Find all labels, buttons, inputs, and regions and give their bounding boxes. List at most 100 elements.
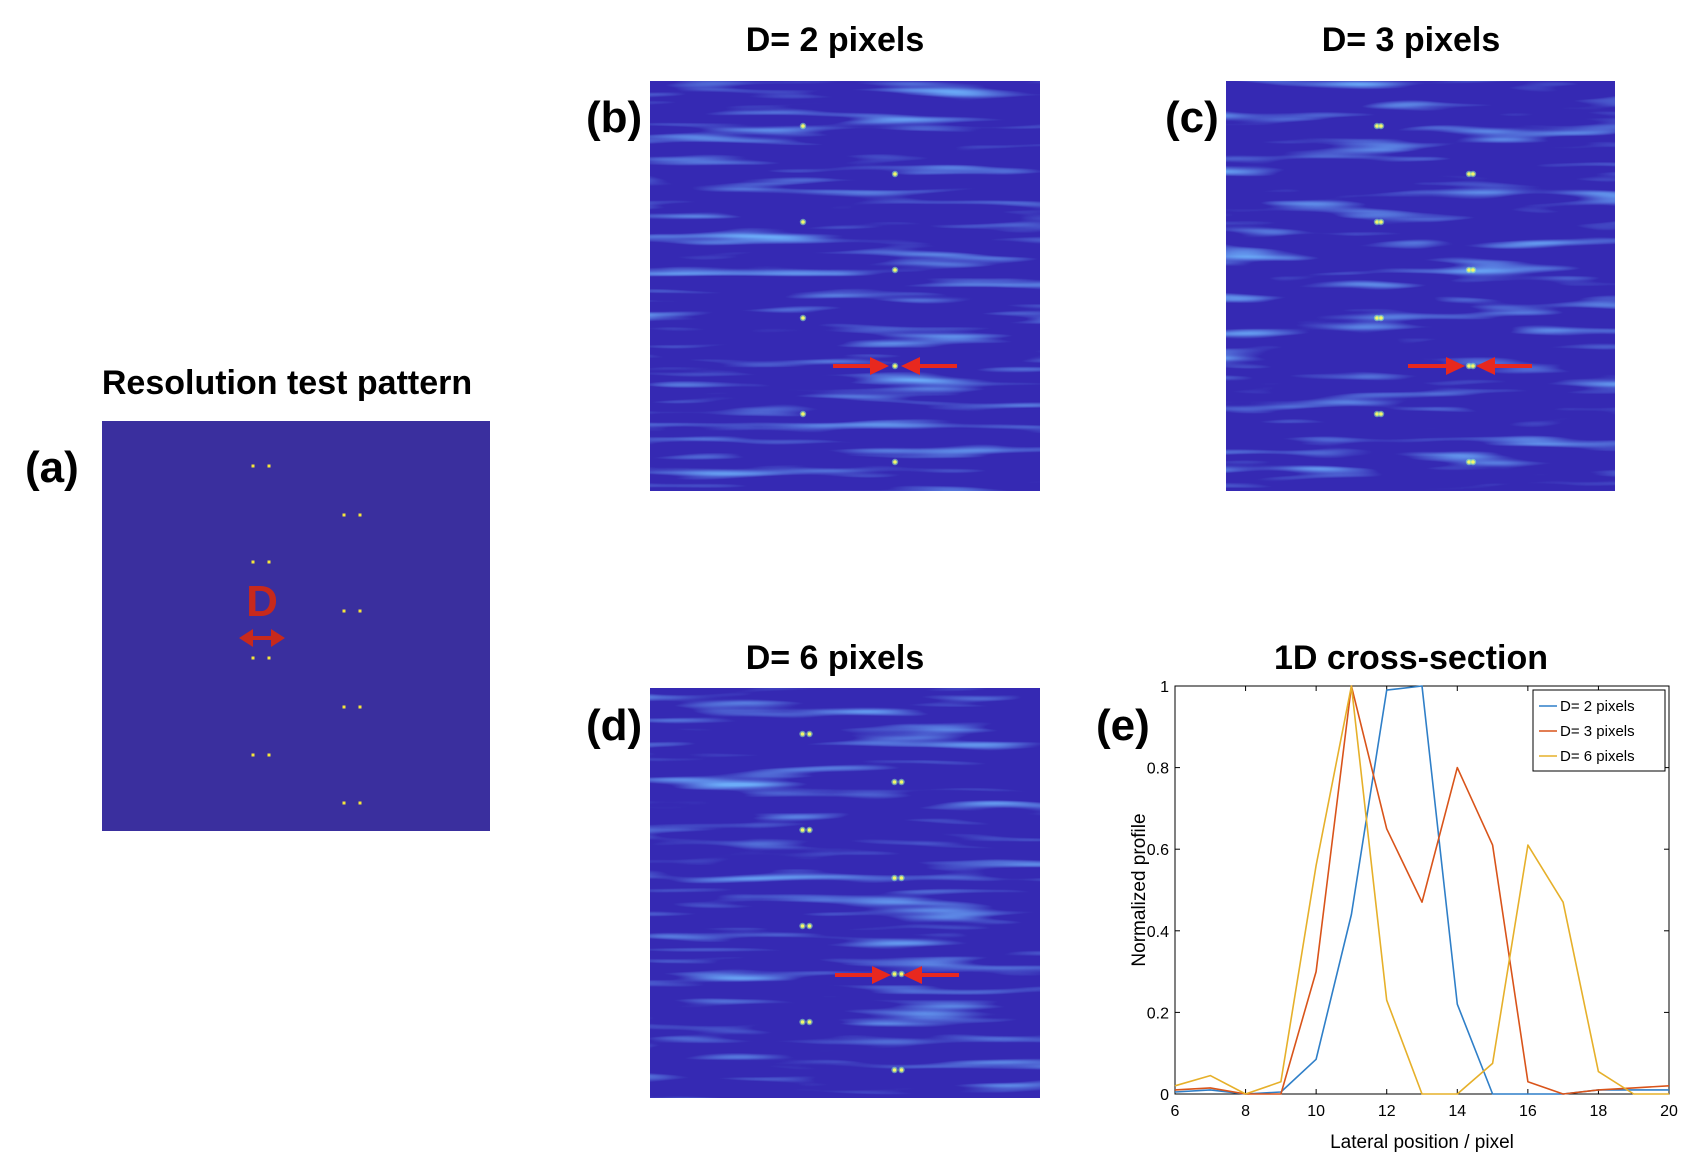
panel-b: D= 2 pixels (b) xyxy=(586,21,1040,491)
reconstructed-dots-b xyxy=(799,122,899,466)
y-tick-label: 0 xyxy=(1160,1087,1169,1104)
spot xyxy=(800,828,805,832)
reconstructed-dots-c xyxy=(1373,122,1477,466)
spot xyxy=(899,972,904,976)
spot xyxy=(892,780,897,784)
panel-e: 1D cross-section (e) 6 8 10 12 14 16 18 20 0 0.2 0… xyxy=(1096,639,1678,1153)
spot xyxy=(899,1068,904,1072)
spot xyxy=(801,124,805,128)
panel-c-label: (c) xyxy=(1165,93,1219,142)
spot xyxy=(893,460,897,464)
pattern-dot xyxy=(358,513,362,517)
panel-d-label: (d) xyxy=(586,701,642,750)
spot xyxy=(1375,220,1379,224)
pattern-dot xyxy=(267,560,271,564)
x-tick-label: 12 xyxy=(1378,1103,1396,1120)
spot xyxy=(1471,268,1475,272)
spot xyxy=(1379,124,1383,128)
spot xyxy=(1375,124,1379,128)
panel-c-title: D= 3 pixels xyxy=(1322,21,1501,59)
y-tick-label: 0.4 xyxy=(1147,924,1169,941)
spot xyxy=(1467,172,1471,176)
y-tick-label: 0.8 xyxy=(1147,761,1169,778)
pattern-dot xyxy=(358,705,362,709)
spot xyxy=(893,268,897,272)
x-tick-label: 14 xyxy=(1448,1103,1466,1120)
red-arrow-right-b xyxy=(901,357,957,375)
spot xyxy=(892,876,897,880)
pattern-dot xyxy=(358,609,362,613)
legend-entry: D= 2 pixels xyxy=(1560,698,1635,715)
spot xyxy=(807,828,812,832)
legend: D= 2 pixels D= 3 pixels D= 6 pixels xyxy=(1532,689,1666,772)
series-line xyxy=(1174,685,1669,1095)
spot xyxy=(800,1020,805,1024)
spot xyxy=(807,732,812,736)
red-arrow-left-b xyxy=(833,357,889,375)
spot xyxy=(800,924,805,928)
spot xyxy=(892,1068,897,1072)
pattern-dot xyxy=(342,513,346,517)
spot xyxy=(1467,364,1471,368)
spot xyxy=(892,972,897,976)
red-arrow-left-c xyxy=(1408,357,1465,375)
spot xyxy=(1467,268,1471,272)
panel-b-title: D= 2 pixels xyxy=(746,21,925,59)
x-tick-label: 10 xyxy=(1307,1103,1325,1120)
legend-entry: D= 3 pixels xyxy=(1560,723,1635,740)
spot xyxy=(1379,316,1383,320)
panel-a-title: Resolution test pattern xyxy=(102,364,472,402)
spot xyxy=(801,412,805,416)
spot xyxy=(899,876,904,880)
panel-e-label: (e) xyxy=(1096,701,1150,750)
spot xyxy=(801,220,805,224)
spot xyxy=(1379,220,1383,224)
spot xyxy=(807,924,812,928)
test-pattern-dots xyxy=(251,464,362,805)
reconstructed-dots-d xyxy=(799,730,905,1074)
pattern-dot xyxy=(251,753,255,757)
pattern-dot xyxy=(358,801,362,805)
spot xyxy=(893,172,897,176)
y-tick-label: 0.2 xyxy=(1147,1005,1169,1022)
x-tick-label: 20 xyxy=(1660,1103,1678,1120)
spot xyxy=(1467,460,1471,464)
pattern-dot xyxy=(251,560,255,564)
red-arrow-right-c xyxy=(1476,357,1532,375)
spot xyxy=(807,1020,812,1024)
y-tick-label: 1 xyxy=(1160,679,1169,696)
spot xyxy=(800,732,805,736)
series-lines xyxy=(1174,685,1670,1095)
spot xyxy=(899,780,904,784)
red-arrow-right-d xyxy=(903,966,959,984)
spot xyxy=(1471,460,1475,464)
y-tick-label: 0.6 xyxy=(1147,842,1169,859)
x-tick-label: 18 xyxy=(1590,1103,1608,1120)
pattern-dot xyxy=(251,656,255,660)
x-tick-label: 8 xyxy=(1241,1103,1250,1120)
reconstruction-texture-d xyxy=(650,688,1040,1098)
spot xyxy=(1471,172,1475,176)
d-spacing-label: D xyxy=(246,577,278,626)
spot xyxy=(893,364,897,368)
panel-a-label: (a) xyxy=(25,443,79,492)
reconstruction-texture-b xyxy=(650,81,1040,491)
pattern-dot xyxy=(342,801,346,805)
panel-d: D= 6 pixels (d) xyxy=(586,639,1040,1098)
panel-c: D= 3 pixels (c) xyxy=(1165,21,1615,491)
panel-a: Resolution test pattern (a) D xyxy=(25,364,490,831)
pattern-dot xyxy=(342,705,346,709)
test-pattern-image xyxy=(102,421,490,831)
series-line xyxy=(1174,685,1670,1095)
panel-b-label: (b) xyxy=(586,93,642,142)
spot xyxy=(1471,364,1475,368)
reconstruction-texture-c xyxy=(1226,81,1615,491)
axis-ticks: 6 8 10 12 14 16 18 20 0 0.2 0.4 0.6 0.8 1 xyxy=(1147,679,1678,1120)
x-tick-label: 6 xyxy=(1171,1103,1180,1120)
panel-e-title: 1D cross-section xyxy=(1274,639,1548,677)
pattern-dot xyxy=(267,464,271,468)
spot xyxy=(1375,412,1379,416)
d-double-arrow xyxy=(239,629,285,647)
x-axis-label: Lateral position / pixel xyxy=(1330,1132,1514,1153)
